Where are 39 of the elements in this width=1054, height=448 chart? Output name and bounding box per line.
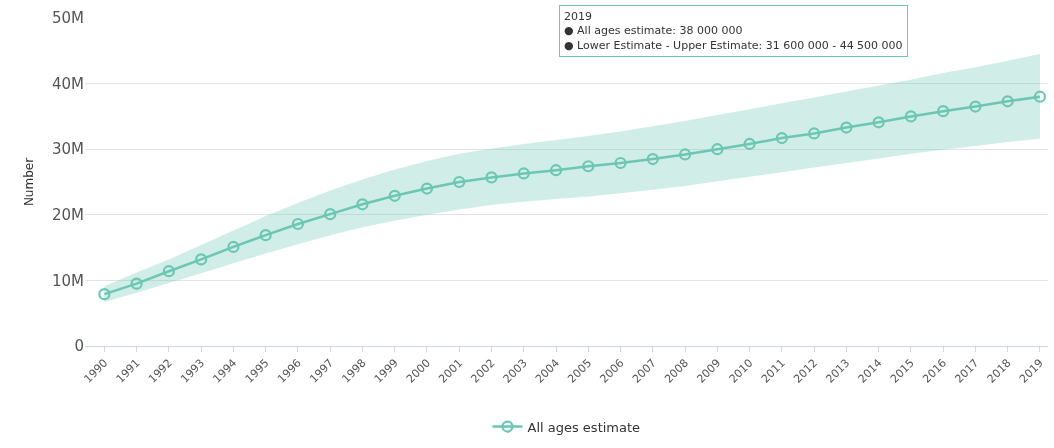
point xyxy=(195,253,208,266)
point xyxy=(291,217,305,231)
point xyxy=(356,198,369,211)
point xyxy=(582,160,595,173)
point xyxy=(388,189,401,202)
point xyxy=(872,116,885,129)
point xyxy=(646,152,659,166)
point xyxy=(937,105,950,118)
legend-label: All ages estimate xyxy=(527,419,641,435)
point xyxy=(678,148,692,161)
y-tick-label: 10M xyxy=(51,271,84,290)
point xyxy=(1033,90,1047,103)
y-axis-title: Number xyxy=(22,157,37,207)
y-tick-label: 50M xyxy=(51,9,84,28)
point xyxy=(324,208,337,221)
point xyxy=(259,229,272,242)
point xyxy=(130,277,143,290)
point xyxy=(549,164,563,177)
point xyxy=(614,156,627,170)
point xyxy=(453,175,466,189)
y-tick-label: 30M xyxy=(51,140,84,159)
point xyxy=(775,131,788,145)
point xyxy=(1001,95,1014,108)
point xyxy=(485,171,498,184)
point xyxy=(711,143,724,156)
point xyxy=(840,121,853,134)
point xyxy=(517,167,530,180)
y-tick-label: 20M xyxy=(51,206,84,225)
point xyxy=(420,182,434,195)
point xyxy=(743,137,756,151)
y-tick-label: 0 xyxy=(74,337,84,356)
point xyxy=(162,265,175,278)
point xyxy=(98,288,111,301)
y-tick-label: 40M xyxy=(51,74,84,93)
point xyxy=(227,240,240,254)
point xyxy=(808,127,821,140)
point xyxy=(904,110,917,123)
point xyxy=(969,100,982,113)
annotation: 2019 ● All ages estimate: 38 000 000 ● Lower Estimate - Upper Estimate: 31 600 000 - 44 500 000 xyxy=(564,10,903,52)
